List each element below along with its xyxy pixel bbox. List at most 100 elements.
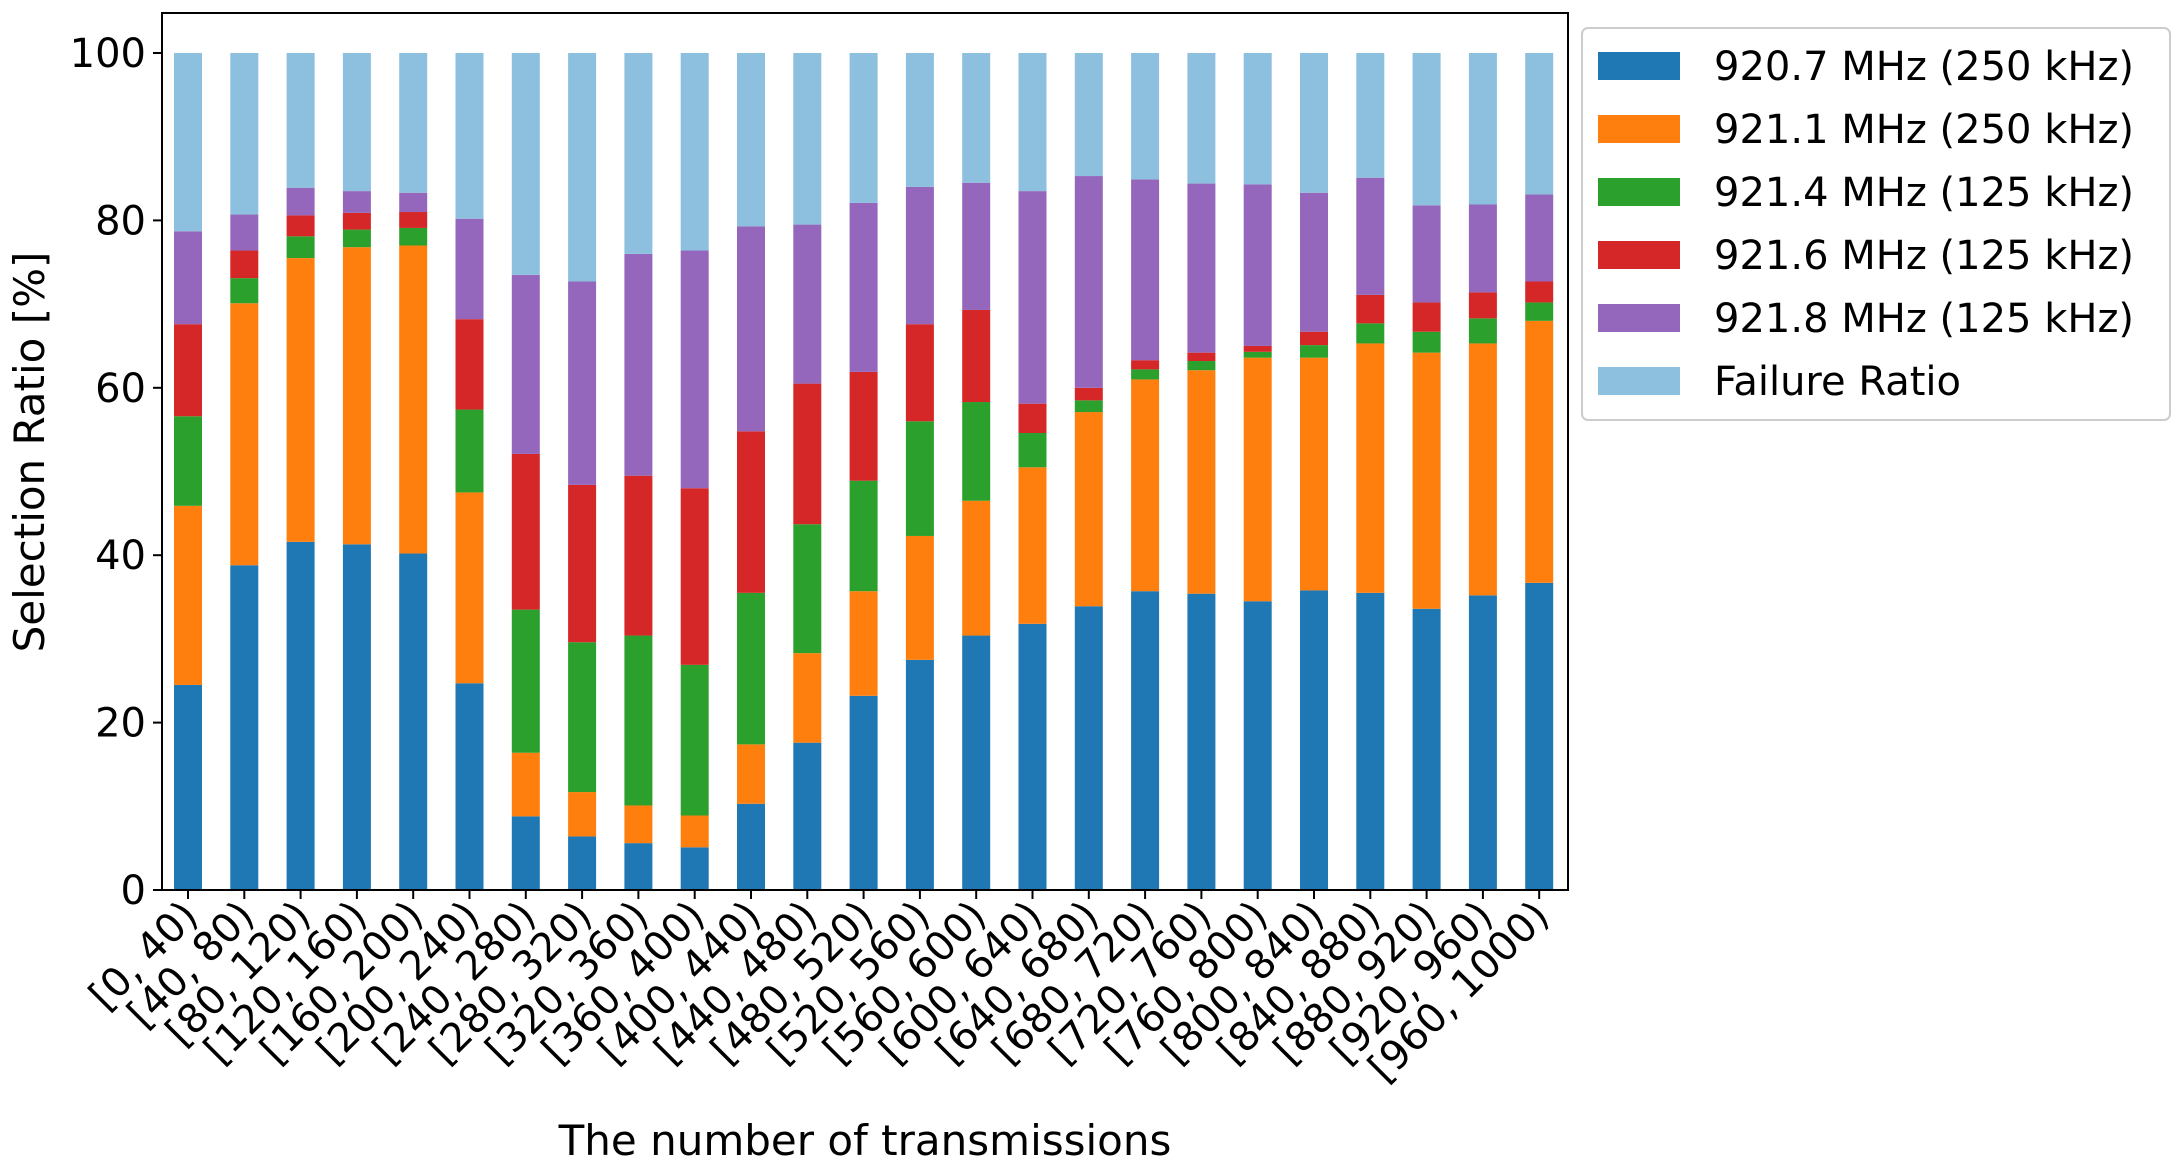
bar-segment-1-11 <box>793 653 822 743</box>
bar-segment-5-16 <box>1074 53 1103 177</box>
bar-segment-1-1 <box>230 303 259 566</box>
bar-segment-3-8 <box>624 475 653 636</box>
bar-segment-5-4 <box>399 53 428 193</box>
bar-segment-1-10 <box>737 744 765 804</box>
bar-segment-2-22 <box>1412 331 1441 353</box>
bar-segment-3-6 <box>511 453 540 610</box>
bar-segment-5-0 <box>174 53 202 232</box>
bar-segment-5-21 <box>1356 53 1385 178</box>
bar-segment-1-0 <box>174 505 202 685</box>
bar-segment-0-9 <box>680 847 709 890</box>
bar-segment-0-22 <box>1412 608 1441 890</box>
bar-segment-2-9 <box>680 664 709 816</box>
bar-segment-2-0 <box>174 416 202 506</box>
bar-segment-0-12 <box>849 695 878 890</box>
bar-segment-5-24 <box>1525 53 1554 195</box>
bar-segment-0-21 <box>1356 592 1385 890</box>
bar-segment-2-1 <box>230 278 259 304</box>
bar-segment-3-18 <box>1187 352 1216 362</box>
bar-segment-1-12 <box>849 591 878 696</box>
bar-segment-3-14 <box>962 309 991 403</box>
bar-segment-1-13 <box>905 535 934 660</box>
legend-swatch-3 <box>1598 241 1680 269</box>
bar-segment-0-1 <box>230 565 259 890</box>
bar-segment-0-13 <box>905 659 934 890</box>
bar-segment-1-17 <box>1131 379 1160 592</box>
bar-segment-4-12 <box>849 202 878 372</box>
bar-segment-3-15 <box>1018 403 1047 433</box>
bar-segment-4-5 <box>455 218 484 320</box>
bar-segment-2-8 <box>624 635 653 806</box>
bar-segment-5-6 <box>511 53 540 275</box>
bar-segment-2-16 <box>1074 400 1103 413</box>
bar-segment-4-24 <box>1525 194 1554 282</box>
bar-segment-4-18 <box>1187 183 1216 353</box>
legend-label-5: Failure Ratio <box>1714 359 1961 405</box>
bar-segment-3-2 <box>286 215 315 237</box>
bar-segment-0-19 <box>1243 601 1272 890</box>
bar-segment-4-21 <box>1356 177 1385 295</box>
bar-segment-3-17 <box>1131 360 1160 370</box>
bar-segment-1-18 <box>1187 370 1216 594</box>
bar-segment-0-24 <box>1525 582 1554 890</box>
y-tick-label: 100 <box>70 31 146 77</box>
bar-segment-2-7 <box>568 642 597 793</box>
bar-segment-4-7 <box>568 281 597 485</box>
legend-swatch-0 <box>1598 52 1680 80</box>
bar-segment-0-3 <box>342 544 371 890</box>
bar-segment-0-11 <box>793 742 822 890</box>
bar-segment-2-3 <box>342 229 371 248</box>
bar-segment-0-20 <box>1300 590 1328 890</box>
legend-swatch-5 <box>1598 367 1680 395</box>
bar-segment-1-9 <box>680 815 709 848</box>
bar-segment-3-12 <box>849 371 878 481</box>
bar-segment-4-15 <box>1018 191 1047 404</box>
bar-segment-5-2 <box>286 53 315 188</box>
bar-segment-2-14 <box>962 402 991 501</box>
bar-segment-3-23 <box>1468 292 1497 319</box>
bar-segment-2-5 <box>455 409 484 493</box>
bar-segment-4-10 <box>737 226 765 432</box>
y-axis-title: Selection Ratio [%] <box>5 252 54 653</box>
bar-segment-4-1 <box>230 214 259 251</box>
bar-segment-5-7 <box>568 53 597 282</box>
bar-segment-5-14 <box>962 53 991 183</box>
bar-segment-5-3 <box>342 53 371 192</box>
y-tick-label: 60 <box>95 366 146 412</box>
bar-segment-3-13 <box>905 324 934 422</box>
bar-segment-3-5 <box>455 319 484 410</box>
bar-segment-4-19 <box>1243 184 1272 346</box>
plot-frame <box>161 12 1569 891</box>
bar-segment-0-0 <box>174 684 202 890</box>
legend-box <box>1581 27 2171 421</box>
bar-segment-5-9 <box>680 53 709 251</box>
bar-segment-5-23 <box>1468 53 1497 205</box>
bar-segment-3-24 <box>1525 281 1554 303</box>
bar-segment-5-20 <box>1300 53 1328 193</box>
bar-segment-4-6 <box>511 274 540 454</box>
bar-segment-1-14 <box>962 500 991 636</box>
bar-segment-1-21 <box>1356 343 1385 593</box>
bar-segment-4-13 <box>905 186 934 325</box>
legend-label-0: 920.7 MHz (250 kHz) <box>1714 44 2134 90</box>
bar-segment-1-8 <box>624 805 653 844</box>
bar-segment-5-19 <box>1243 53 1272 185</box>
bar-segment-0-17 <box>1131 591 1160 890</box>
bar-segment-3-3 <box>342 212 371 230</box>
bar-segment-5-22 <box>1412 53 1441 206</box>
bar-segment-2-20 <box>1300 345 1328 358</box>
legend-swatch-4 <box>1598 304 1680 332</box>
bar-segment-3-20 <box>1300 331 1328 346</box>
bar-segment-4-3 <box>342 191 371 213</box>
bar-segment-0-23 <box>1468 595 1497 890</box>
legend-swatch-1 <box>1598 115 1680 143</box>
bar-segment-4-2 <box>286 187 315 216</box>
bar-segment-0-7 <box>568 836 597 890</box>
bar-segment-2-2 <box>286 236 315 259</box>
bar-segment-2-15 <box>1018 433 1047 468</box>
bar-segment-3-1 <box>230 250 259 279</box>
bar-segment-0-6 <box>511 816 540 890</box>
bar-segment-2-4 <box>399 227 428 246</box>
bar-segment-2-10 <box>737 592 765 745</box>
bar-segment-3-0 <box>174 324 202 417</box>
